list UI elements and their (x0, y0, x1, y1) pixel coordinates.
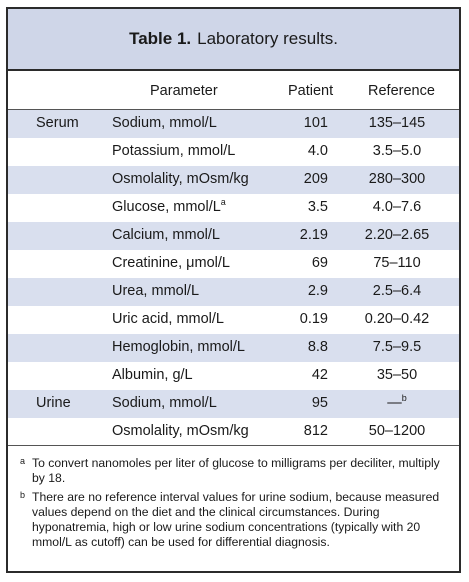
header-parameter: Parameter (150, 83, 218, 99)
parameter-text: Calcium, mmol/L (112, 227, 220, 243)
row-patient-value: 8.8 (307, 339, 328, 355)
row-parameter: Uric acid, mmol/L (112, 311, 224, 327)
parameter-text: Glucose, mmol/L (112, 199, 221, 215)
parameter-text: Osmolality, mOsm/kg (112, 171, 249, 187)
row-group-label: Serum (36, 115, 79, 131)
row-reference-range: 35–50 (356, 367, 438, 383)
reference-text: 75–110 (373, 255, 421, 271)
row-parameter: Osmolality, mOsm/kg (112, 171, 249, 187)
row-parameter: Potassium, mmol/L (112, 143, 235, 159)
lab-results-table: Table 1. Laboratory results. Parameter P… (6, 7, 461, 573)
parameter-text: Hemoglobin, mmol/L (112, 339, 245, 355)
reference-text: 0.20–0.42 (364, 311, 430, 327)
header-patient: Patient (288, 83, 334, 99)
row-patient-value: 69 (311, 255, 328, 271)
parameter-text: Uric acid, mmol/L (112, 311, 224, 327)
table-body: Serum Sodium, mmol/L 101 135–145 Potassium, … (8, 110, 459, 446)
row-patient-value: 812 (303, 423, 328, 439)
row-parameter: Creatinine, μmol/L (112, 255, 230, 271)
reference-text: 7.5–9.5 (372, 339, 422, 355)
row-parameter: Sodium, mmol/L (112, 115, 217, 131)
row-parameter: Sodium, mmol/L (112, 395, 217, 411)
row-patient-value: 2.9 (307, 283, 328, 299)
row-group-label: Urine (36, 395, 71, 411)
table-row: Hemoglobin, mmol/L 8.8 7.5–9.5 (8, 334, 459, 362)
row-reference-range: 4.0–7.6 (356, 199, 438, 215)
table-row: Serum Sodium, mmol/L 101 135–145 (8, 110, 459, 138)
footnote-mark: b (20, 490, 26, 500)
reference-text: 35–50 (376, 367, 418, 383)
row-reference-range: 75–110 (356, 255, 438, 271)
reference-text: 280–300 (368, 171, 426, 187)
reference-text: 50–1200 (368, 423, 426, 439)
footnote-marker: a (220, 197, 226, 208)
row-reference-range: 2.20–2.65 (356, 227, 438, 243)
parameter-text: Sodium, mmol/L (112, 395, 217, 411)
table-row: Albumin, g/L 42 35–50 (8, 362, 459, 390)
parameter-text: Sodium, mmol/L (112, 115, 217, 131)
reference-text: 2.5–6.4 (372, 283, 422, 299)
reference-text: 4.0–7.6 (372, 199, 422, 215)
row-patient-value: 2.19 (299, 227, 328, 243)
table-footnotes: a To convert nanomoles per liter of gluco… (8, 446, 459, 550)
reference-text: 3.5–5.0 (372, 143, 422, 159)
table-title: Table 1. Laboratory results. (8, 9, 459, 71)
footnote: a To convert nanomoles per liter of gluco… (20, 456, 447, 486)
table-row: Potassium, mmol/L 4.0 3.5–5.0 (8, 138, 459, 166)
table-row: Glucose, mmol/La 3.5 4.0–7.6 (8, 194, 459, 222)
row-parameter: Glucose, mmol/La (112, 197, 226, 215)
table-row: Uric acid, mmol/L 0.19 0.20–0.42 (8, 306, 459, 334)
footnote-text: To convert nanomoles per liter of glucos… (32, 456, 440, 485)
row-reference-range: 7.5–9.5 (356, 339, 438, 355)
footnote-mark: a (20, 456, 26, 466)
footnote: b There are no reference interval values … (20, 490, 447, 550)
footnote-text: There are no reference interval values f… (32, 490, 440, 549)
row-patient-value: 42 (311, 367, 328, 383)
header-reference: Reference (368, 83, 435, 99)
table-row: Calcium, mmol/L 2.19 2.20–2.65 (8, 222, 459, 250)
footnote-marker: b (401, 393, 407, 404)
row-patient-value: 209 (303, 171, 328, 187)
reference-text: 2.20–2.65 (364, 227, 430, 243)
reference-text: — (387, 395, 402, 411)
row-patient-value: 4.0 (307, 143, 328, 159)
parameter-text: Urea, mmol/L (112, 283, 200, 299)
table-number: Table 1. (129, 29, 192, 48)
row-reference-range: 50–1200 (356, 423, 438, 439)
row-parameter: Urea, mmol/L (112, 283, 199, 299)
reference-text: 135–145 (368, 115, 426, 131)
parameter-text: Osmolality, mOsm/kg (112, 423, 249, 439)
row-parameter: Albumin, g/L (112, 367, 193, 383)
row-patient-value: 0.19 (299, 311, 328, 327)
table-row: Osmolality, mOsm/kg 812 50–1200 (8, 418, 459, 446)
table-row: Urea, mmol/L 2.9 2.5–6.4 (8, 278, 459, 306)
table-row: Osmolality, mOsm/kg 209 280–300 (8, 166, 459, 194)
row-patient-value: 101 (303, 115, 328, 131)
parameter-text: Potassium, mmol/L (112, 143, 236, 159)
table-row: Urine Sodium, mmol/L 95 —b (8, 390, 459, 418)
table-row: Creatinine, μmol/L 69 75–110 (8, 250, 459, 278)
table-header-row: Parameter Patient Reference (8, 71, 459, 110)
row-reference-range: 2.5–6.4 (356, 283, 438, 299)
parameter-text: Creatinine, μmol/L (112, 255, 230, 271)
row-parameter: Hemoglobin, mmol/L (112, 339, 245, 355)
row-parameter: Calcium, mmol/L (112, 227, 220, 243)
row-reference-range: —b (356, 393, 438, 411)
parameter-text: Albumin, g/L (112, 367, 193, 383)
row-reference-range: 135–145 (356, 115, 438, 131)
row-patient-value: 95 (311, 395, 328, 411)
row-reference-range: 280–300 (356, 171, 438, 187)
row-parameter: Osmolality, mOsm/kg (112, 423, 249, 439)
row-reference-range: 0.20–0.42 (356, 311, 438, 327)
row-patient-value: 3.5 (307, 199, 328, 215)
row-reference-range: 3.5–5.0 (356, 143, 438, 159)
table-caption: Laboratory results. (197, 29, 338, 48)
